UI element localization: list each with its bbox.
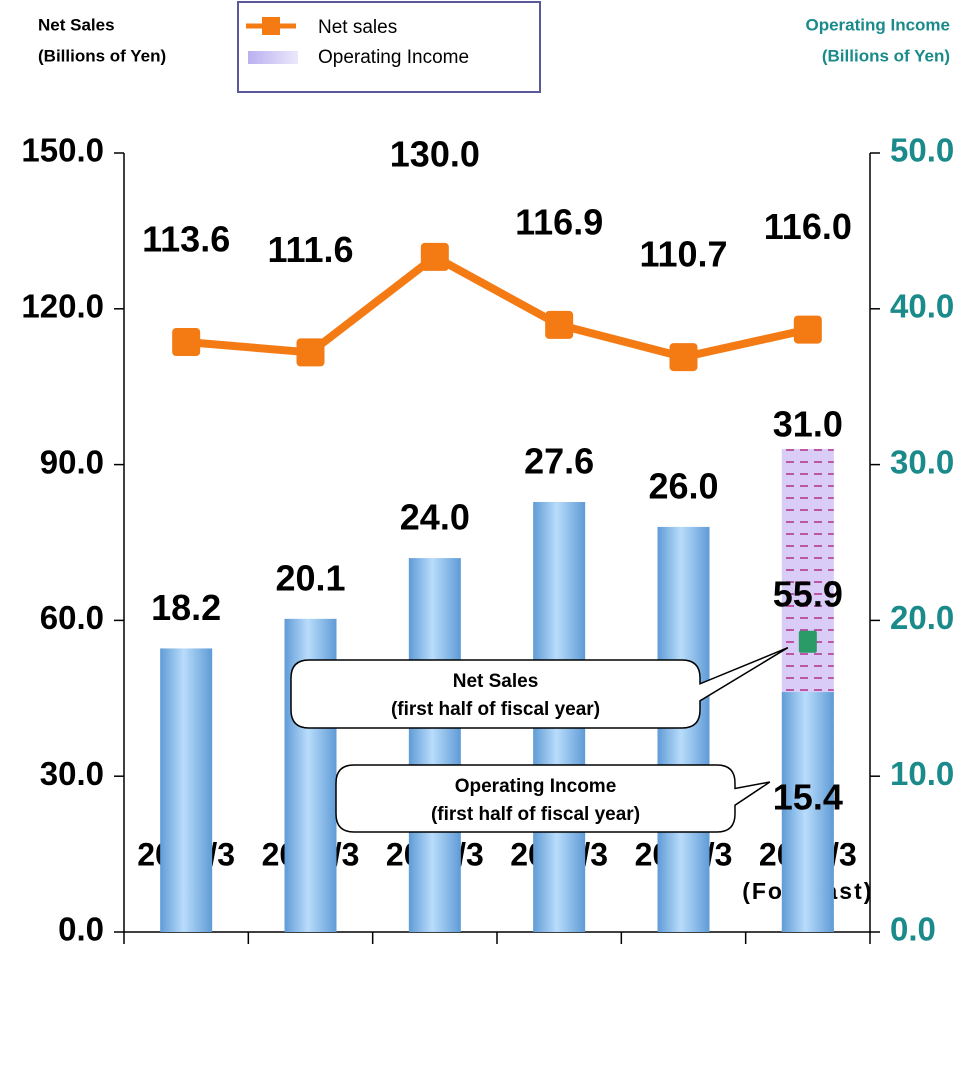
line-marker [793,315,822,344]
bar-value-label: 24.0 [400,497,470,538]
y2-tick-label: 40.0 [890,288,954,325]
line-marker [545,310,574,339]
y-tick-label: 120.0 [21,288,104,325]
y-label: Net Sales [38,15,115,34]
bar [408,558,461,932]
y-tick-label: 0.0 [58,911,104,948]
line-value-label: 116.0 [764,206,852,247]
line-value-label: 111.6 [267,229,353,270]
line-marker [669,343,698,372]
callout-text: Operating Income [455,776,617,797]
bar-value-label: 26.0 [648,465,718,506]
first-half-value-label: 15.4 [773,777,843,818]
bar-value-label: 20.1 [275,557,345,598]
callout-text: (first half of fiscal year) [431,804,640,825]
bar [657,526,710,932]
legend-box [237,1,541,93]
callout [335,764,771,833]
line-value-label: 130.0 [390,133,480,174]
y-tick-label: 30.0 [40,755,104,792]
bar-value-label: 27.6 [524,441,594,482]
y-label: (Billions of Yen) [38,46,166,65]
bar-value-label: 31.0 [773,404,843,445]
callout-text: Net Sales [453,671,539,692]
line-value-label: 116.9 [515,201,603,242]
y2-tick-label: 10.0 [890,755,954,792]
bar-value-label: 18.2 [151,587,221,628]
line-value-label: 110.7 [639,234,727,275]
line [185,252,809,362]
legend-label: Operating Income [318,47,469,68]
y2-tick-label: 20.0 [890,599,954,636]
y2-tick-label: 30.0 [890,443,954,480]
callout-text: (first half of fiscal year) [391,699,600,720]
callout [290,646,789,729]
legend-swatch [248,51,298,64]
y2-tick-label: 0.0 [890,911,936,948]
first-half-bar [781,692,834,932]
y-tick-label: 90.0 [40,443,104,480]
y2-label: Operating Income [805,15,950,34]
y-tick-label: 60.0 [40,599,104,636]
bar [160,648,213,932]
first-half-value-label: 55.9 [773,574,843,615]
y-tick-label: 150.0 [21,132,104,169]
y2-label: (Billions of Yen) [822,46,950,65]
line-marker [172,328,201,357]
legend-label: Net sales [318,17,397,38]
line-marker [296,338,325,367]
line-marker [420,242,449,271]
y2-tick-label: 50.0 [890,132,954,169]
line-value-label: 113.6 [142,219,230,260]
first-half-marker [798,630,817,653]
legend-marker [262,17,280,35]
